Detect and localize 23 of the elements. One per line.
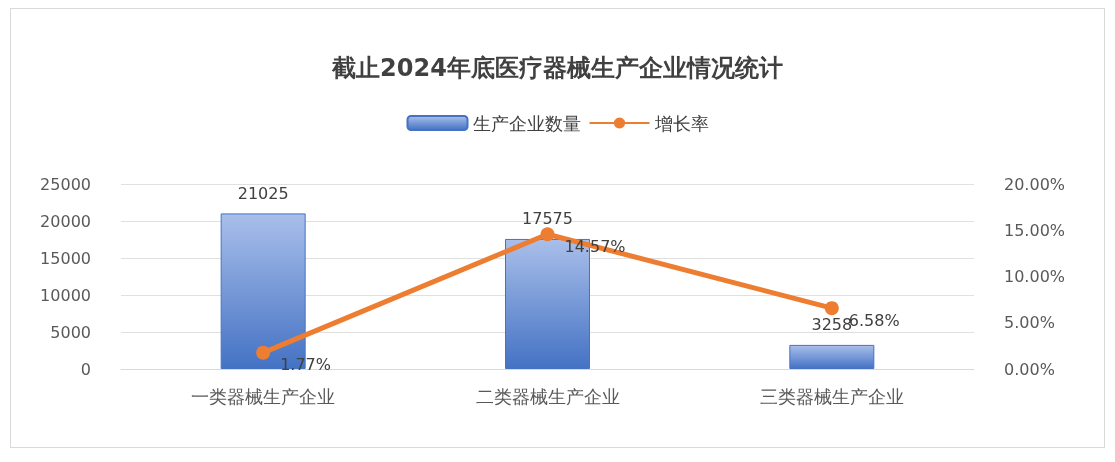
- bar: [789, 344, 875, 369]
- point: [824, 301, 839, 316]
- y-tick-label: 10000: [40, 285, 91, 305]
- y2-tick-label: 20.00%: [1004, 174, 1066, 194]
- y2-tick-label: 10.00%: [1004, 267, 1066, 286]
- y-tick-label: 15000: [40, 248, 91, 268]
- data-label: 21025: [237, 183, 289, 203]
- y-tick-label: 5000: [50, 322, 91, 342]
- x-tick-label: 二类器械生产企业: [475, 385, 620, 407]
- legend-label: 增长率: [653, 112, 709, 134]
- point: [540, 227, 555, 242]
- chart-title: 截止2024年底医疗器械生产企业情况统计: [331, 54, 783, 82]
- y2-tick-label: 5.00%: [1004, 313, 1055, 333]
- y2-tick-label: 15.00%: [1004, 220, 1066, 240]
- y2-tick-label: 0.00%: [1004, 359, 1055, 379]
- data-label: 17575: [522, 209, 573, 229]
- x-tick-label: 三类器械生产企业: [759, 385, 904, 407]
- y-tick-label: 25000: [40, 174, 91, 194]
- point: [256, 345, 271, 360]
- y-tick-label: 20000: [40, 211, 91, 231]
- legend-label: 生产企业数量: [472, 112, 581, 134]
- y-tick-label: 0: [80, 359, 91, 379]
- x-tick-label: 一类器械生产企业: [191, 385, 336, 407]
